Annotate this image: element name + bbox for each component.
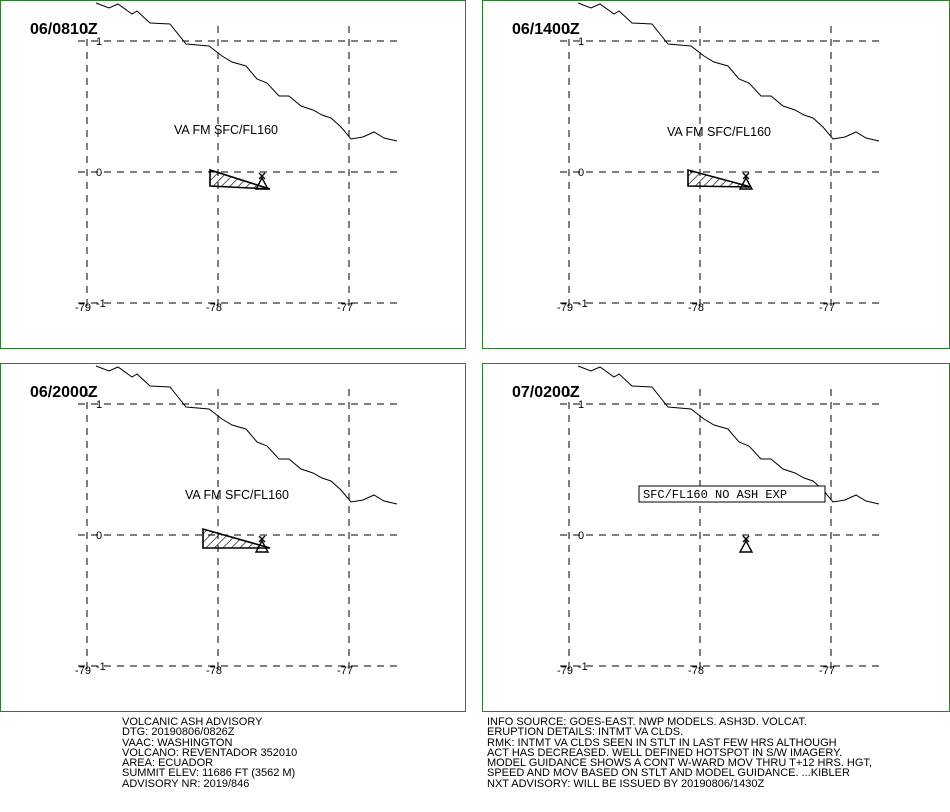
map-panel-p1: 1 0 -1 -79 -78 -77 06/0810Z VA FM SFC/FL160: [0, 0, 466, 349]
advisory-line: RMK: INTMT VA CLDS SEEN IN STLT IN LAST …: [487, 736, 837, 749]
no-ash-label: SFC/FL160 NO ASH EXP: [643, 488, 787, 502]
panel-frame: [482, 363, 950, 712]
latitude-tick-label: -1: [578, 661, 588, 673]
volcano-icon: [738, 535, 754, 553]
panel-time-label: 06/0810Z: [30, 21, 98, 38]
border-line: [95, 2, 398, 142]
longitude-tick-label: -77: [819, 302, 835, 314]
volcano-icon: [738, 172, 754, 190]
latitude-tick-label: -1: [96, 661, 106, 673]
map-panel-p2: 1 0 -1 -79 -78 -77 06/1400Z VA FM SFC/FL160: [482, 0, 950, 349]
longitude-tick-label: -79: [75, 665, 91, 677]
advisory-line: DTG: 20190806/0826Z: [122, 726, 235, 739]
advisory-line: ACT HAS DECREASED. WELL DEFINED HOTSPOT …: [487, 746, 843, 759]
latitude-tick-label: 0: [578, 167, 584, 179]
panel-time-label: 06/2000Z: [30, 384, 98, 401]
advisory-line: VAAC: WASHINGTON: [122, 736, 233, 749]
ash-height-label: VA FM SFC/FL160: [185, 488, 289, 502]
advisory-line: SPEED AND MOV BASED ON STLT AND MODEL GU…: [487, 767, 850, 780]
map-panel-p3: 1 0 -1 -79 -78 -77 06/2000Z VA FM SFC/FL160: [0, 363, 466, 712]
latitude-tick-label: 0: [578, 530, 584, 542]
advisory-line: INFO SOURCE: GOES-EAST. NWP MODELS. ASH3…: [487, 716, 807, 728]
latitude-tick-label: -1: [578, 298, 588, 310]
map-svg: 1 0 -1 -79 -78 -77 06/0810Z VA FM SFC/FL160: [0, 0, 466, 349]
advisory-line: MODEL GUIDANCE SHOWS A CONT W-WARD MOV T…: [487, 757, 872, 770]
volcano-icon: [254, 172, 270, 190]
longitude-tick-label: -79: [557, 665, 573, 677]
longitude-tick-label: -78: [688, 665, 704, 677]
latitude-tick-label: 1: [578, 399, 584, 411]
panel-frame: [0, 0, 466, 349]
latitude-tick-label: 0: [96, 530, 102, 542]
panel-time-label: 07/0200Z: [512, 384, 580, 401]
ash-height-label: VA FM SFC/FL160: [174, 123, 278, 137]
ash-height-label: VA FM SFC/FL160: [667, 125, 771, 139]
latitude-tick-label: 1: [96, 399, 102, 411]
no-ash-label-box: SFC/FL160 NO ASH EXP: [638, 485, 826, 503]
map-svg: 1 0 -1 -79 -78 -77 07/0200Z SFC/FL160 NO ASH EX…: [482, 363, 950, 712]
latitude-tick-label: -1: [96, 298, 106, 310]
map-svg: 1 0 -1 -79 -78 -77 06/1400Z VA FM SFC/FL160: [482, 0, 950, 349]
latitude-tick-label: 0: [96, 167, 102, 179]
ash-cloud-polygon: [202, 527, 271, 549]
border-line: [577, 365, 880, 505]
latitude-tick-label: 1: [578, 36, 584, 48]
volcano-icon: [254, 535, 270, 553]
longitude-tick-label: -79: [75, 302, 91, 314]
longitude-tick-label: -79: [557, 302, 573, 314]
border-line: [577, 2, 880, 142]
advisory-line: ADVISORY NR: 2019/846: [122, 777, 250, 790]
advisory-line: VOLCANO: REVENTADOR 352010: [122, 746, 298, 759]
panel-time-label: 06/1400Z: [512, 21, 580, 38]
longitude-tick-label: -77: [337, 665, 353, 677]
advisory-remarks-block: INFO SOURCE: GOES-EAST. NWP MODELS. ASH3…: [487, 716, 872, 790]
advisory-line: ERUPTION DETAILS: INTMT VA CLDS.: [487, 726, 684, 739]
longitude-tick-label: -78: [206, 302, 222, 314]
advisory-header-block: VOLCANIC ASH ADVISORY DTG: 20190806/0826Z…: [122, 716, 298, 790]
panel-frame: [0, 363, 466, 712]
longitude-tick-label: -77: [337, 302, 353, 314]
map-panel-p4: 1 0 -1 -79 -78 -77 07/0200Z SFC/FL160 NO ASH EX…: [482, 363, 950, 712]
border-line: [95, 365, 398, 505]
longitude-tick-label: -78: [688, 302, 704, 314]
panel-frame: [482, 0, 950, 349]
map-svg: 1 0 -1 -79 -78 -77 06/2000Z VA FM SFC/FL160: [0, 363, 466, 712]
latitude-tick-label: 1: [96, 36, 102, 48]
advisory-line: SUMMIT ELEV: 11686 FT (3562 M): [122, 767, 296, 780]
advisory-line: NXT ADVISORY: WILL BE ISSUED BY 20190806…: [487, 777, 765, 790]
advisory-line: AREA: ECUADOR: [122, 757, 214, 770]
longitude-tick-label: -78: [206, 665, 222, 677]
longitude-tick-label: -77: [819, 665, 835, 677]
ash-cloud-polygon: [687, 168, 752, 188]
ash-cloud-polygon: [209, 168, 271, 190]
advisory-line: VOLCANIC ASH ADVISORY: [122, 716, 263, 728]
